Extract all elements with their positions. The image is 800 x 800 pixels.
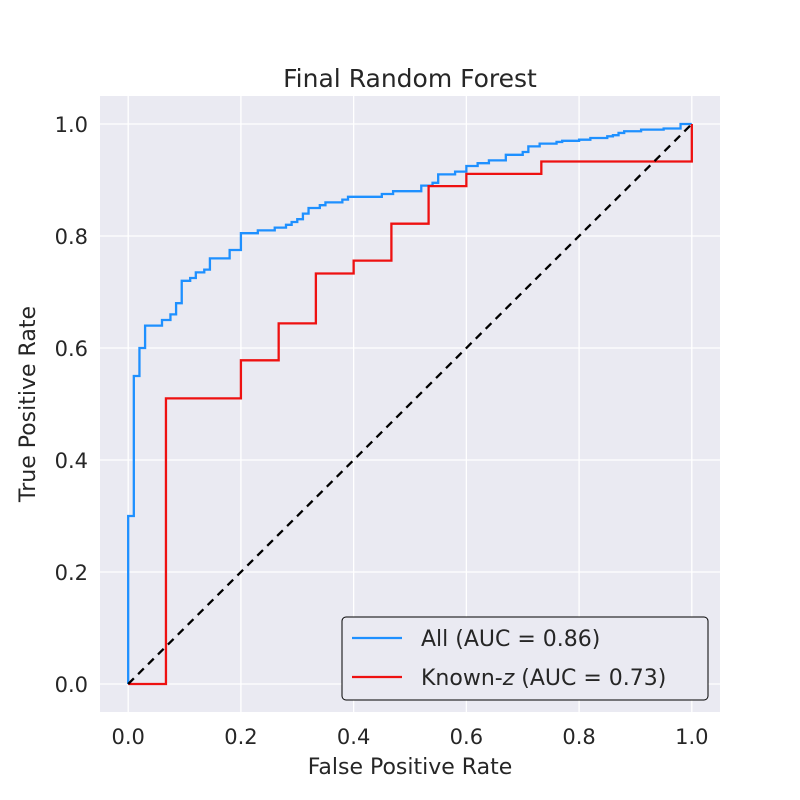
y-tick-label: 0.8 — [55, 225, 88, 249]
legend-label-italic: z — [502, 666, 515, 691]
x-tick-label: 0.2 — [224, 725, 257, 749]
grid — [100, 96, 720, 712]
series-line-known-z — [128, 124, 693, 686]
legend-label-suffix: (AUC = 0.73) — [514, 666, 666, 691]
y-tick-label: 0.4 — [55, 449, 88, 473]
legend-label: All (AUC = 0.86) — [421, 627, 600, 652]
chart-title: Final Random Forest — [283, 64, 537, 93]
chance-diagonal-line — [127, 123, 693, 685]
y-axis-label: True Positive Rate — [16, 306, 41, 503]
x-tick-labels: 0.0 0.2 0.4 0.6 0.8 1.0 — [111, 725, 708, 749]
x-tick-label: 0.0 — [111, 725, 144, 749]
legend-label-prefix: All — [421, 627, 448, 652]
y-tick-label: 0.2 — [55, 561, 88, 585]
legend-label: Known-z (AUC = 0.73) — [421, 666, 666, 691]
y-tick-labels: 0.0 0.2 0.4 0.6 0.8 1.0 — [55, 113, 88, 697]
legend: All (AUC = 0.86) Known-z (AUC = 0.73) — [341, 616, 709, 701]
x-tick-label: 1.0 — [675, 725, 708, 749]
x-tick-label: 0.4 — [337, 725, 370, 749]
y-tick-label: 0.0 — [55, 673, 88, 697]
legend-label-suffix: (AUC = 0.86) — [448, 627, 600, 652]
series-line-all — [127, 122, 692, 684]
x-tick-label: 0.6 — [450, 725, 483, 749]
y-tick-label: 1.0 — [55, 113, 88, 137]
series-lines — [127, 122, 693, 686]
x-tick-label: 0.8 — [562, 725, 595, 749]
legend-label-prefix: Known- — [421, 666, 503, 691]
y-tick-label: 0.6 — [55, 337, 88, 361]
legend-box — [341, 616, 709, 701]
x-axis-label: False Positive Rate — [308, 755, 512, 780]
